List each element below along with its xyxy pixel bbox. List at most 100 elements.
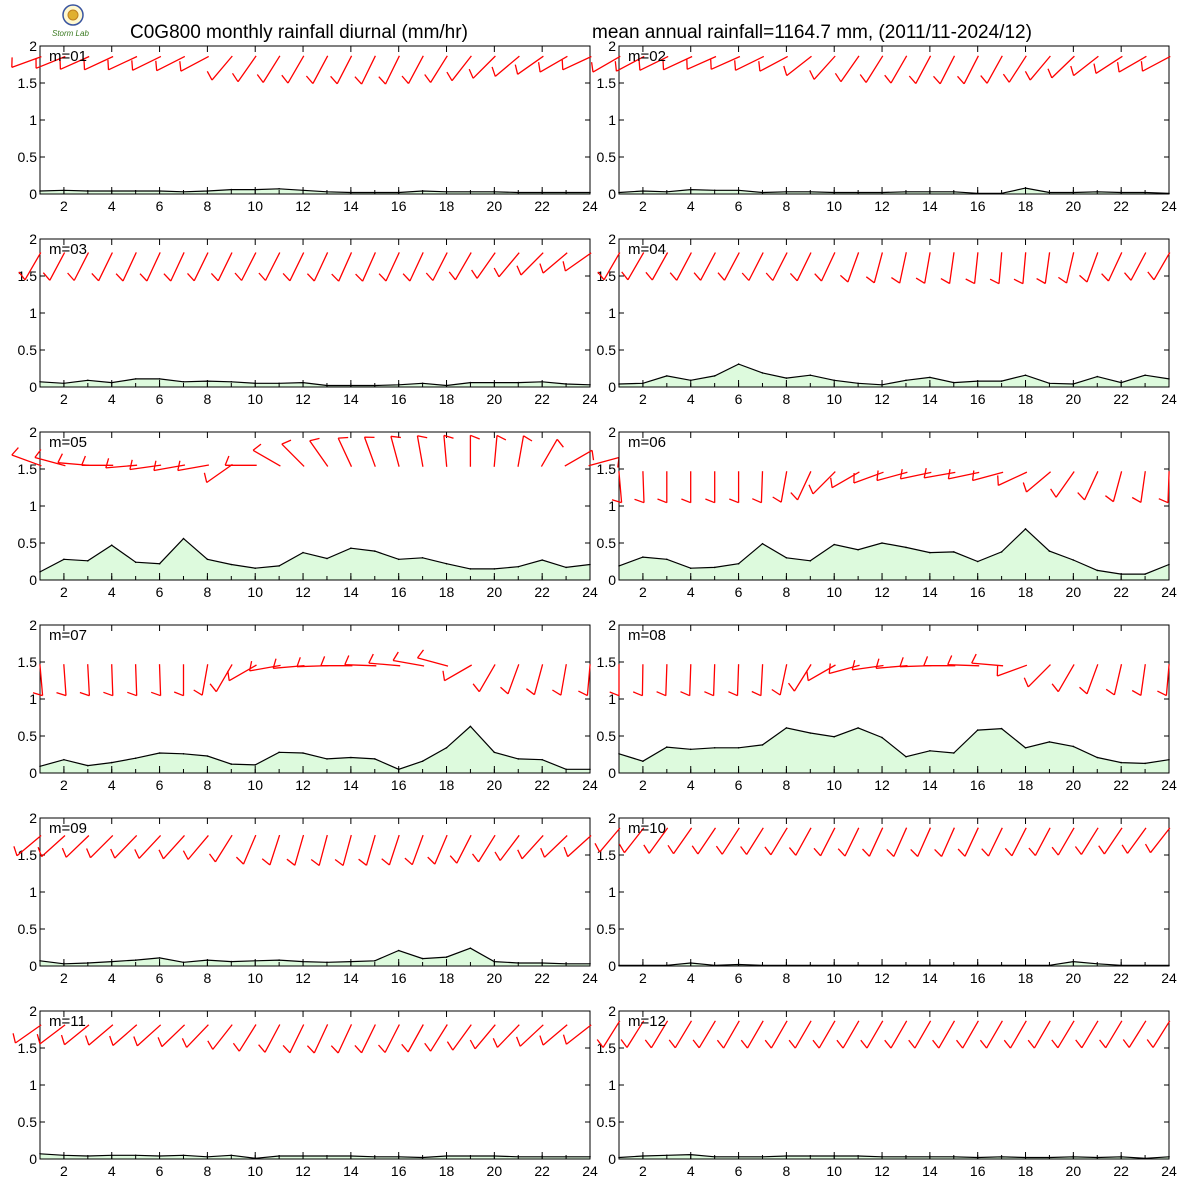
rainfall-point (87, 379, 89, 382)
x-tick-label: 8 (203, 1163, 211, 1179)
x-tick-label: 4 (687, 970, 695, 986)
wind-barb (334, 834, 352, 867)
wind-barb (281, 55, 305, 84)
wind-barb (1036, 252, 1051, 285)
rainfall-point (230, 563, 233, 566)
y-tick-label: 1 (29, 498, 37, 514)
y-tick-label: 1.5 (597, 461, 617, 477)
wind-barb (562, 252, 592, 272)
wind-barb (1131, 471, 1146, 503)
wind-barb (788, 827, 812, 856)
y-tick-label: 1 (608, 112, 616, 128)
rainfall-point (254, 764, 256, 766)
y-tick-label: 0 (29, 186, 37, 202)
wind-barb (891, 252, 907, 284)
rainfall-point (278, 959, 280, 961)
wind-barb (286, 834, 305, 866)
x-tick-label: 10 (826, 777, 842, 793)
wind-barb (61, 835, 90, 858)
wind-barb (79, 664, 91, 697)
x-tick-label: 18 (1018, 391, 1034, 407)
y-tick-label: 0 (608, 958, 616, 974)
chart-title-left: C0G800 monthly rainfall diurnal (mm/hr) (130, 22, 468, 43)
wind-barb (860, 1020, 884, 1049)
y-tick-label: 0.5 (597, 921, 617, 937)
x-tick-label: 4 (108, 198, 116, 214)
wind-barb (563, 835, 592, 858)
rainfall-point (493, 568, 496, 570)
wind-barb (644, 1020, 669, 1049)
wind-barb (354, 55, 376, 85)
wind-barb (207, 1024, 233, 1050)
rainfall-point (445, 956, 448, 958)
wind-barb (1074, 827, 1099, 855)
rainfall-point (953, 752, 955, 754)
wind-barb (808, 471, 836, 495)
wind-barb (971, 653, 1004, 667)
wind-barb (206, 55, 233, 81)
wind-barb (1077, 471, 1099, 501)
wind-barb (1022, 471, 1052, 493)
x-tick-label: 10 (826, 391, 842, 407)
wind-barb (1144, 827, 1171, 854)
wind-barb (806, 664, 836, 682)
y-tick-label: 2 (608, 424, 616, 440)
rainfall-point (1072, 745, 1075, 748)
panel-frame (618, 238, 1170, 388)
wind-barb (181, 1024, 209, 1048)
wind-barb (401, 1024, 424, 1053)
y-tick-label: 0.5 (597, 535, 617, 551)
wind-barb (620, 1020, 645, 1048)
wind-barb (442, 664, 473, 682)
x-tick-label: 2 (60, 391, 68, 407)
x-tick-label: 12 (295, 777, 311, 793)
x-tick-label: 2 (60, 1163, 68, 1179)
wind-barb (971, 470, 1004, 482)
wind-barb (1157, 664, 1170, 697)
wind-barb (851, 660, 884, 671)
rainfall-point (158, 562, 161, 565)
wind-barb (552, 664, 567, 696)
rainfall-point (278, 188, 280, 190)
wind-barb (540, 835, 568, 858)
wind-barb (764, 827, 788, 856)
x-tick-label: 14 (343, 777, 359, 793)
rainfall-point (350, 547, 352, 549)
wind-barb (158, 834, 185, 860)
x-tick-label: 8 (782, 777, 790, 793)
wind-barb (772, 471, 788, 503)
rainfall-point (976, 729, 979, 731)
rainfall-point (87, 764, 89, 767)
y-tick-label: 0 (29, 379, 37, 395)
panel-m=11: 00.511.522 4 6 8 10 12 14 16 18 20 22 24m=11 (12, 1003, 598, 1179)
x-tick-label: 16 (391, 1163, 407, 1179)
wind-barb (517, 834, 544, 860)
x-tick-label: 8 (782, 1163, 790, 1179)
rainfall-point (666, 375, 668, 377)
rainfall-point (833, 735, 835, 738)
x-tick-label: 10 (247, 584, 263, 600)
rainfall-point (1096, 375, 1099, 378)
x-tick-label: 22 (1113, 584, 1129, 600)
rainfall-line (39, 725, 590, 770)
wind-barb (632, 664, 644, 697)
wind-barb (947, 655, 980, 667)
wind-barb (11, 447, 42, 467)
wind-barb (494, 834, 520, 861)
wind-barb (1122, 1020, 1147, 1048)
rainfall-point (63, 558, 65, 561)
wind-barb (209, 664, 233, 693)
wind-barb (537, 55, 568, 73)
wind-barb (609, 664, 620, 697)
x-tick-label: 16 (970, 198, 986, 214)
storm-lab-logo: Storm Lab (52, 4, 89, 38)
y-tick-label: 1.5 (597, 1040, 617, 1056)
wind-barb (32, 664, 44, 697)
x-tick-label: 24 (1161, 391, 1177, 407)
x-tick-label: 14 (922, 777, 938, 793)
y-tick-label: 0.5 (597, 342, 617, 358)
wind-barb (1027, 1020, 1051, 1049)
wind-barb (86, 834, 114, 859)
y-tick-label: 0 (608, 186, 616, 202)
wind-barb (1028, 827, 1051, 857)
